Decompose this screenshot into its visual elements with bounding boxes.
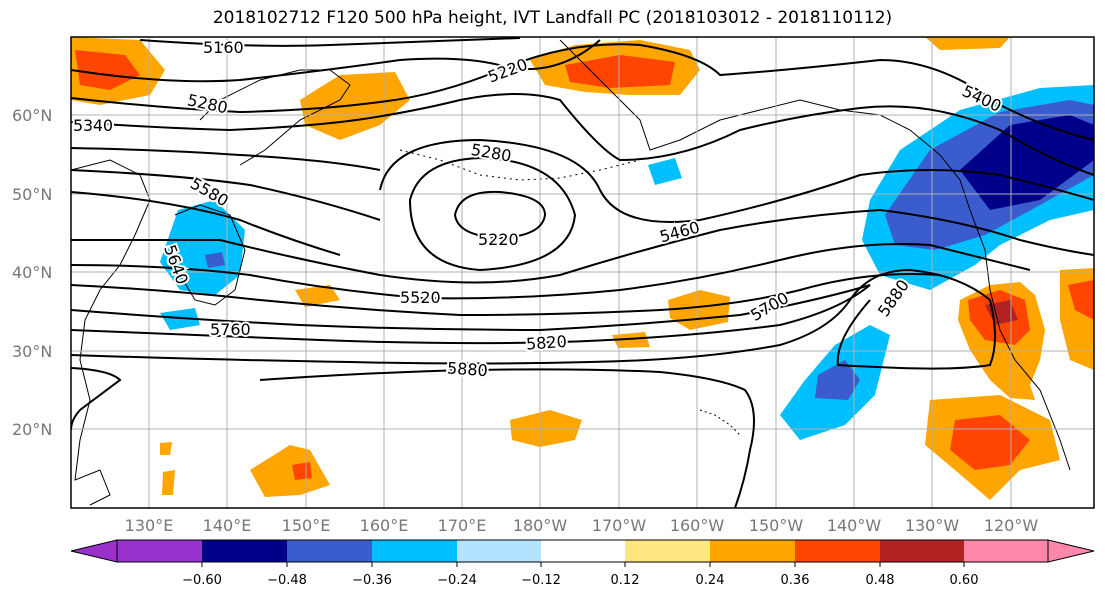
- ivt-positive-core: [1068, 280, 1094, 320]
- colorbar-neg-extension: [70, 539, 118, 563]
- lat-label: 40°N: [12, 263, 52, 282]
- height-contours: [71, 37, 1094, 508]
- colorbar: −0.60 −0.48 −0.36 −0.24 −0.12 0.12 0.24 …: [70, 539, 1095, 588]
- lon-label: 170°E: [438, 516, 487, 535]
- longitude-labels: 130°E 140°E 150°E 160°E 170°E 180°W 170°…: [125, 516, 1039, 535]
- ivt-negative-core: [205, 252, 225, 268]
- japan-coastline: [174, 204, 246, 306]
- colorbar-ticks: [201, 562, 965, 567]
- latitude-labels: 20°N 30°N 40°N 50°N 60°N: [12, 106, 52, 439]
- contour-label: 5340: [73, 116, 113, 135]
- ivt-negative-core: [960, 115, 1094, 210]
- colorbar-tick-label: 0.48: [866, 573, 895, 588]
- colorbar-tick-label: −0.24: [437, 573, 477, 588]
- lon-label: 130°W: [905, 516, 960, 535]
- contour-label: 5880: [446, 358, 488, 380]
- lon-label: 160°W: [670, 516, 725, 535]
- contour-label: 5820: [525, 332, 567, 354]
- colorbar-segment: [202, 540, 287, 562]
- hawaii-islands: [699, 409, 741, 436]
- colorbar-segment: [541, 540, 625, 562]
- lon-label: 180°W: [513, 516, 568, 535]
- ivt-positive-core: [565, 55, 675, 88]
- colorbar-segment: [372, 540, 457, 562]
- contour-label: 5760: [210, 320, 251, 339]
- colorbar-pos-extension: [1047, 539, 1095, 563]
- colorbar-tick-label: −0.60: [182, 573, 222, 588]
- colorbar-segment: [880, 540, 964, 562]
- colorbar-segment: [625, 540, 710, 562]
- colorbar-segment: [710, 540, 795, 562]
- kamchatka-coastline: [199, 69, 351, 166]
- ivt-positive-area: [612, 332, 650, 348]
- colorbar-segment: [457, 540, 541, 562]
- map-title: 2018102712 F120 500 hPa height, IVT Land…: [212, 8, 893, 28]
- lat-label: 60°N: [12, 106, 52, 125]
- ivt-positive-area: [250, 445, 330, 497]
- ivt-shading: [71, 37, 1094, 500]
- contour-label: 5220: [478, 230, 519, 249]
- lon-label: 150°W: [749, 516, 804, 535]
- colorbar-segment: [117, 540, 202, 562]
- ivt-positive-area: [160, 442, 172, 455]
- lon-label: 140°W: [827, 516, 882, 535]
- lat-label: 20°N: [12, 420, 52, 439]
- ivt-negative-area: [160, 308, 200, 330]
- colorbar-tick-label: −0.12: [521, 573, 561, 588]
- colorbar-tick-label: −0.36: [352, 573, 392, 588]
- ivt-negative-core: [815, 360, 860, 400]
- colorbar-tick-label: 0.60: [950, 573, 979, 588]
- colorbar-segment: [964, 540, 1048, 562]
- lon-label: 130°E: [125, 516, 174, 535]
- ivt-positive-core: [292, 462, 312, 480]
- colorbar-segment: [795, 540, 880, 562]
- colorbar-segment: [287, 540, 372, 562]
- ivt-positive-area: [162, 470, 175, 495]
- lon-label: 170°W: [592, 516, 647, 535]
- colorbar-tick-label: −0.48: [267, 573, 307, 588]
- lon-label: 120°W: [984, 516, 1039, 535]
- aleutian-chain: [399, 149, 641, 181]
- asia-coastline: [71, 159, 151, 506]
- lat-label: 30°N: [12, 342, 52, 361]
- lon-label: 140°E: [203, 516, 252, 535]
- lat-label: 50°N: [12, 185, 52, 204]
- colorbar-tick-label: 0.12: [611, 573, 640, 588]
- contour-label: 5520: [400, 288, 441, 307]
- colorbar-tick-label: 0.24: [696, 573, 725, 588]
- lon-label: 150°E: [282, 516, 331, 535]
- contour-label: 5160: [203, 38, 244, 57]
- map-frame: [70, 36, 1095, 509]
- ivt-positive-core: [75, 50, 140, 90]
- colorbar-frame: [116, 539, 1049, 563]
- lon-label: 160°E: [360, 516, 409, 535]
- colorbar-tick-label: 0.36: [781, 573, 810, 588]
- ivt-negative-area: [648, 158, 682, 185]
- ivt-positive-area: [925, 37, 1010, 50]
